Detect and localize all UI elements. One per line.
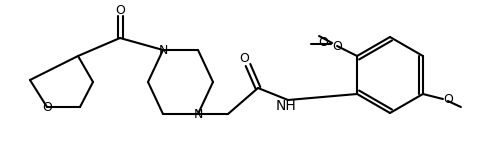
Text: O: O — [318, 36, 328, 49]
Text: N: N — [158, 44, 168, 57]
Text: O: O — [443, 92, 453, 106]
Text: O: O — [42, 100, 52, 114]
Text: NH: NH — [276, 99, 297, 113]
Text: O: O — [115, 4, 125, 16]
Text: N: N — [193, 107, 203, 120]
Text: O: O — [239, 52, 249, 65]
Text: O: O — [332, 40, 342, 53]
